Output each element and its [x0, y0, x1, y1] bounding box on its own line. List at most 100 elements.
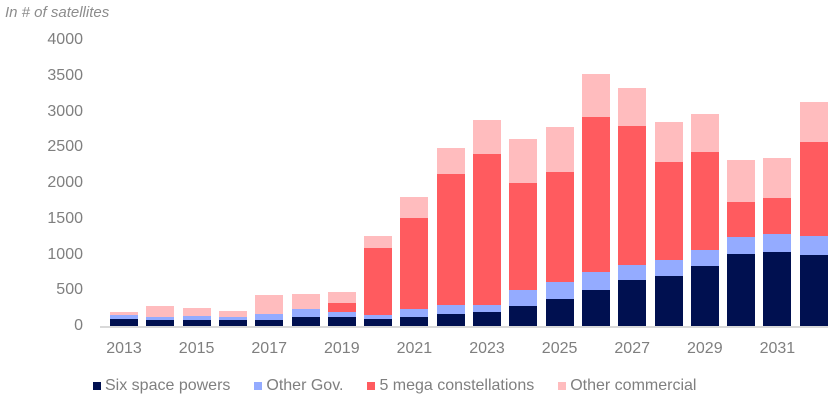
bar-segment	[545, 298, 574, 326]
bar-segment	[291, 308, 320, 317]
bar-segment	[509, 289, 538, 306]
bar-segment	[690, 152, 719, 251]
y-tick-label: 4000	[47, 31, 83, 48]
bar-segment	[545, 171, 574, 283]
bar-segment	[618, 280, 647, 326]
bar-segment	[327, 303, 356, 312]
y-tick-label: 3500	[47, 66, 83, 84]
bar-segment	[182, 315, 211, 320]
bar-segment	[473, 120, 501, 155]
bar-segment	[509, 183, 538, 290]
bar-segment	[581, 74, 610, 118]
bar-2025	[545, 126, 574, 326]
bar-segment	[690, 265, 719, 326]
legend-item: 5 mega constellations	[367, 377, 534, 395]
bar-segment	[799, 235, 828, 256]
x-tick-label: 2029	[687, 340, 723, 357]
bar-segment	[255, 294, 284, 314]
bar-2013	[110, 312, 138, 326]
bar-segment	[400, 218, 429, 309]
bar-2029	[690, 114, 719, 326]
bar-segment	[690, 114, 719, 153]
bar-segment	[654, 275, 683, 326]
y-tick-label: 2000	[47, 174, 83, 191]
y-tick-label: 0	[74, 317, 83, 334]
bar-segment	[364, 248, 393, 316]
bar-segment	[255, 320, 284, 326]
legend-label: 5 mega constellations	[379, 377, 535, 394]
legend-swatch-icon	[254, 382, 263, 390]
bar-segment	[618, 265, 647, 281]
legend: Six space powers Other Gov. 5 mega constel…	[93, 377, 696, 395]
bar-segment	[146, 316, 175, 321]
y-tick-label: 1500	[47, 209, 83, 227]
bar-segment	[581, 117, 610, 272]
bar-segment	[218, 317, 247, 321]
bar-segment	[727, 253, 756, 326]
bar-segment	[291, 316, 320, 326]
bar-segment	[799, 141, 828, 236]
legend-label: Other Gov.	[266, 377, 344, 394]
bar-segment	[364, 235, 393, 249]
bar-2026	[581, 74, 610, 326]
bar-segment	[110, 312, 138, 316]
bar-segment	[763, 198, 792, 235]
bar-segment	[545, 126, 574, 172]
bar-segment	[727, 160, 756, 202]
x-tick-label: 2021	[396, 340, 433, 357]
bar-segment	[654, 122, 683, 163]
bar-segment	[255, 313, 284, 321]
x-tick-label: 2031	[759, 340, 796, 357]
bar-segment	[763, 157, 792, 199]
bar-segment	[436, 304, 465, 314]
bar-segment	[327, 292, 356, 304]
bar-segment	[110, 318, 138, 326]
bar-2028	[654, 122, 683, 326]
bar-segment	[581, 271, 610, 290]
y-tick-label: 2500	[47, 138, 83, 156]
legend-swatch-icon	[558, 382, 567, 390]
bar-2019	[327, 292, 356, 326]
legend-label: Six space powers	[105, 377, 231, 394]
bar-segment	[473, 304, 501, 312]
bar-segment	[436, 147, 465, 175]
bar-2018	[291, 293, 320, 326]
bar-segment	[727, 201, 756, 237]
legend-label: Other commercial	[570, 377, 697, 394]
bar-segment	[218, 310, 247, 318]
bar-segment	[436, 174, 465, 305]
bar-segment	[654, 162, 683, 261]
y-tick-label: 3000	[47, 102, 83, 120]
bar-2030	[727, 160, 756, 326]
bar-segment	[473, 311, 501, 326]
bar-segment	[327, 317, 356, 326]
bar-segment	[618, 125, 647, 266]
bar-segment	[400, 316, 429, 326]
bar-segment	[436, 313, 465, 326]
bar-2021	[400, 196, 429, 326]
bar-2017	[255, 294, 284, 326]
bar-segment	[509, 305, 538, 326]
bar-segment	[110, 315, 138, 319]
bar-2014	[146, 305, 175, 326]
bar-segment	[364, 315, 393, 319]
bar-segment	[218, 320, 247, 326]
legend-item: Other commercial	[558, 377, 696, 395]
bar-segment	[473, 154, 501, 305]
bar-2024	[509, 139, 538, 326]
x-tick-label: 2015	[178, 340, 215, 357]
bar-2015	[182, 308, 211, 326]
bar-segment	[400, 196, 429, 219]
bar-segment	[327, 311, 356, 318]
bar-2016	[218, 310, 247, 326]
bar-segment	[509, 139, 538, 183]
bar-segment	[690, 250, 719, 266]
bar-segment	[654, 260, 683, 276]
bar-segment	[581, 289, 610, 326]
bar-segment	[400, 308, 429, 317]
bar-segment	[146, 320, 175, 326]
legend-item: Other Gov.	[254, 377, 343, 395]
x-tick-label: 2023	[469, 340, 505, 357]
y-tick-label: 500	[56, 281, 83, 299]
bar-2023	[473, 120, 501, 326]
